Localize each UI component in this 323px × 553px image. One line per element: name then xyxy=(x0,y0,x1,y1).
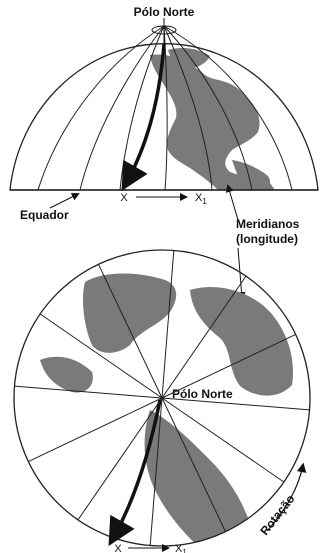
meridian-line xyxy=(14,385,163,399)
meridian-pointer-bottom xyxy=(237,247,246,300)
north-america-land xyxy=(150,54,275,190)
meridian-line xyxy=(161,250,175,399)
meridian-pointer-top xyxy=(225,184,239,221)
meridian-line xyxy=(149,397,163,546)
equator-label: Equador xyxy=(20,208,69,222)
rotation-arrow xyxy=(267,462,307,531)
top-meridians xyxy=(37,25,293,191)
bottom-curved-arrow xyxy=(108,399,162,547)
greenland-polar-land xyxy=(190,286,294,396)
x1-label-bottom: X1 xyxy=(175,543,187,553)
meridian-callout: Meridianos (longitude) xyxy=(225,184,300,300)
meridian-line xyxy=(161,397,285,483)
central-america-land xyxy=(232,160,270,190)
bottom-meridians xyxy=(14,250,310,546)
x1-label-top: X1 xyxy=(195,192,207,206)
meridians-label: Meridianos xyxy=(236,217,300,231)
north-america-polar-land xyxy=(144,410,252,546)
meridian-line xyxy=(39,313,163,399)
longitude-label: (longitude) xyxy=(236,232,298,246)
meridian-line xyxy=(161,397,310,411)
greenland-land xyxy=(168,48,210,69)
eurasia-land xyxy=(82,273,177,353)
top-outline xyxy=(9,43,319,191)
europe-polar-land xyxy=(40,356,93,393)
top-landmass xyxy=(150,48,275,190)
meridian-line xyxy=(98,264,163,399)
top-curved-arrow xyxy=(121,43,166,192)
equator-pointer xyxy=(49,193,80,209)
meridian-line xyxy=(28,397,163,462)
north-pole-label-bottom: Pólo Norte xyxy=(172,387,233,401)
north-pole-label-top: Pólo Norte xyxy=(134,5,195,19)
bottom-hemisphere: Pólo Norte Rotação X X1 xyxy=(13,249,311,553)
meridian-line xyxy=(77,397,163,521)
x-label-bottom: X xyxy=(114,543,122,553)
meridian-line xyxy=(161,397,226,532)
x-label-top: X xyxy=(120,192,128,204)
meridian-line xyxy=(161,275,247,399)
top-hemisphere: Pólo Norte X X1 Equador xyxy=(9,5,319,222)
bottom-landmass xyxy=(40,273,294,546)
meridian-line xyxy=(161,334,296,399)
rotation-label: Rotação xyxy=(257,492,297,538)
